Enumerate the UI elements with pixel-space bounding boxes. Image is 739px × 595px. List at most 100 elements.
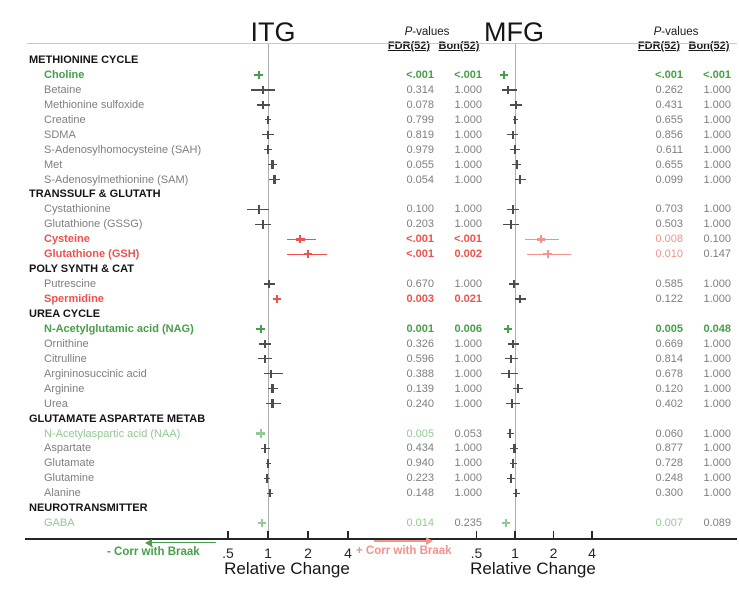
pvalue-fdr-itg: 0.670 bbox=[406, 278, 434, 291]
pvalue-fdr-mfg: 0.655 bbox=[655, 113, 683, 126]
forest-marker-itg bbox=[265, 474, 268, 483]
neg-corr-arrow-line bbox=[152, 541, 216, 543]
pvalue-fdr-mfg: 0.300 bbox=[655, 487, 683, 500]
forest-marker-mfg bbox=[509, 474, 513, 483]
metabolite-label: S-Adenosylhomocysteine (SAH) bbox=[44, 143, 202, 156]
x-axis-line bbox=[25, 538, 737, 540]
metabolite-label: Urea bbox=[44, 397, 68, 410]
pvalue-fdr-mfg: 0.669 bbox=[655, 337, 683, 350]
axis-tick-label-mfg: 1 bbox=[511, 545, 519, 561]
forest-marker-itg bbox=[266, 459, 270, 468]
pvalue-bon-mfg: 1.000 bbox=[703, 442, 731, 455]
pvalue-bon-mfg: 1.000 bbox=[703, 143, 731, 156]
pvalue-bon-itg: <.001 bbox=[454, 68, 482, 81]
pvalue-fdr-mfg: 0.007 bbox=[655, 517, 683, 530]
pvalue-bon-itg: 1.000 bbox=[454, 203, 482, 216]
metabolite-label: Arginine bbox=[44, 382, 85, 395]
pvalue-fdr-itg: 0.979 bbox=[406, 143, 434, 156]
pos-corr-annotation: + Corr with Braak bbox=[356, 545, 452, 557]
pvalue-fdr-mfg: 0.008 bbox=[655, 233, 683, 246]
category-label: POLY SYNTH & CAT bbox=[29, 263, 134, 276]
forest-marker-itg bbox=[262, 100, 265, 109]
metabolite-label: Betaine bbox=[44, 83, 82, 96]
pvalue-bon-itg: 1.000 bbox=[454, 158, 482, 171]
pvalue-bon-mfg: 0.100 bbox=[703, 233, 731, 246]
pvalue-bon-mfg: 1.000 bbox=[703, 397, 731, 410]
forest-marker-itg bbox=[262, 220, 265, 229]
forest-marker-itg bbox=[295, 238, 305, 241]
forest-marker-itg bbox=[271, 384, 274, 393]
category-label: UREA CYCLE bbox=[29, 307, 101, 320]
forest-marker-mfg bbox=[512, 459, 515, 468]
metabolite-label: Argininosuccinic acid bbox=[44, 367, 147, 380]
forest-marker-itg bbox=[257, 521, 267, 525]
metabolite-label: N-Acetylglutamic acid (NAG) bbox=[44, 322, 194, 335]
pvalue-fdr-mfg: 0.728 bbox=[655, 457, 683, 470]
axis-tick-label-mfg: 4 bbox=[588, 545, 596, 561]
pvalue-bon-itg: 1.000 bbox=[454, 487, 482, 500]
axis-tick-mfg bbox=[475, 531, 478, 539]
axis-tick-mfg bbox=[591, 531, 593, 539]
pvalue-fdr-itg: 0.100 bbox=[406, 203, 434, 216]
pvalue-fdr-mfg: 0.248 bbox=[655, 472, 683, 485]
forest-marker-mfg bbox=[517, 384, 520, 393]
forest-marker-mfg bbox=[511, 399, 514, 408]
pvalue-bon-mfg: 0.048 bbox=[703, 322, 731, 335]
forest-marker-mfg bbox=[514, 489, 518, 498]
category-label: GLUTAMATE ASPARTATE METAB bbox=[29, 412, 206, 425]
forest-marker-mfg bbox=[503, 327, 513, 331]
pvalue-bon-mfg: 0.089 bbox=[703, 517, 731, 530]
pvalue-bon-mfg: 1.000 bbox=[703, 83, 731, 96]
fdr-column-header-itg: FDR(52) bbox=[387, 40, 431, 52]
forest-marker-mfg bbox=[513, 145, 517, 154]
neg-corr-arrow-icon bbox=[145, 538, 152, 547]
forest-marker-itg bbox=[266, 130, 270, 139]
bon-column-header-itg: Bon(52) bbox=[438, 40, 480, 52]
forest-marker-mfg bbox=[514, 100, 518, 109]
pvalue-bon-mfg: 1.000 bbox=[703, 472, 731, 485]
forest-marker-mfg bbox=[509, 220, 513, 229]
metabolite-label: Putrescine bbox=[44, 278, 96, 291]
pvalue-fdr-itg: 0.596 bbox=[406, 352, 434, 365]
forest-marker-mfg bbox=[511, 130, 514, 139]
panel-title-mfg: MFG bbox=[484, 17, 544, 47]
metabolite-label: Glutathione (GSH) bbox=[44, 248, 140, 261]
pvalue-bon-mfg: 1.000 bbox=[703, 98, 731, 111]
forest-marker-itg bbox=[256, 432, 265, 435]
forest-marker-itg bbox=[263, 444, 267, 453]
pvalue-bon-itg: 1.000 bbox=[454, 442, 482, 455]
pvalues-header-mfg: P-values bbox=[653, 26, 699, 38]
forest-marker-itg bbox=[257, 205, 260, 214]
pvalue-fdr-mfg: 0.611 bbox=[656, 143, 683, 156]
itg-reference-axis-line bbox=[267, 44, 269, 538]
pvalue-fdr-itg: 0.326 bbox=[406, 337, 434, 350]
pvalue-fdr-mfg: 0.120 bbox=[655, 382, 683, 395]
pvalue-fdr-itg: 0.819 bbox=[406, 128, 434, 141]
forest-marker-mfg bbox=[512, 279, 515, 289]
pvalue-bon-itg: <.001 bbox=[454, 233, 482, 246]
header-rule bbox=[27, 43, 737, 44]
pvalue-bon-mfg: 0.147 bbox=[703, 248, 731, 261]
pvalue-bon-itg: 0.002 bbox=[454, 248, 482, 261]
forest-marker-mfg bbox=[536, 238, 546, 241]
forest-marker-itg bbox=[303, 252, 313, 256]
pvalue-fdr-itg: 0.139 bbox=[406, 382, 434, 395]
axis-tick-label-mfg: .5 bbox=[470, 545, 483, 561]
pvalue-bon-mfg: 1.000 bbox=[703, 457, 731, 470]
pvalue-fdr-itg: 0.001 bbox=[406, 322, 434, 335]
pvalue-bon-itg: 1.000 bbox=[454, 397, 482, 410]
pvalue-fdr-itg: 0.055 bbox=[406, 158, 434, 171]
pvalue-bon-mfg: 1.000 bbox=[703, 487, 731, 500]
metabolite-label: Glutamine bbox=[44, 472, 95, 485]
forest-marker-itg bbox=[273, 175, 276, 184]
pvalue-fdr-itg: 0.940 bbox=[406, 457, 434, 470]
pvalue-bon-itg: 0.006 bbox=[454, 322, 482, 335]
forest-marker-itg bbox=[272, 297, 282, 301]
forest-marker-itg bbox=[256, 327, 265, 331]
pvalue-fdr-itg: 0.148 bbox=[406, 487, 434, 500]
bon-column-header-mfg: Bon(52) bbox=[688, 40, 730, 52]
pvalue-bon-itg: 1.000 bbox=[454, 128, 482, 141]
pvalue-bon-itg: 1.000 bbox=[454, 278, 482, 291]
axis-tick-label-itg: 1 bbox=[264, 545, 272, 561]
